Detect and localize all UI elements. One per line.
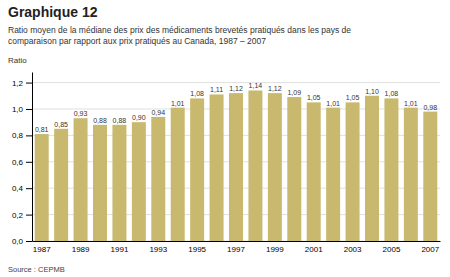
- bar: [404, 108, 418, 241]
- data-label: 0,90: [132, 114, 146, 121]
- y-tick-mark: [26, 135, 32, 136]
- y-axis: 0,0 0,2 0,4 0,6 0,8 1,0 1,2: [12, 73, 33, 247]
- y-tick: 1,2: [12, 79, 32, 88]
- data-labels: 0,81 0,85 0,93 0,88 0,88 0,90 0,94 1,01 1,08 1,11…: [35, 82, 437, 133]
- x-tick: 1997: [227, 245, 245, 254]
- grid-line: [32, 82, 440, 83]
- bar: [112, 125, 126, 241]
- x-tick: 1991: [111, 245, 129, 254]
- bar: [93, 125, 107, 241]
- y-tick: 0,0: [12, 237, 32, 246]
- bar: [384, 98, 398, 241]
- data-label: 1,12: [229, 85, 243, 92]
- x-tick-label: 1991: [111, 245, 129, 254]
- bar: [190, 98, 204, 241]
- bar: [35, 134, 49, 241]
- data-label: 1,12: [268, 85, 282, 92]
- data-label: 1,08: [385, 90, 399, 97]
- y-tick-label: 0,8: [12, 131, 24, 140]
- bar: [326, 108, 340, 241]
- bar: [423, 112, 437, 241]
- source: Source : CEPMB: [8, 265, 65, 274]
- data-label: 0,94: [151, 109, 165, 116]
- data-label: 1,05: [307, 94, 321, 101]
- data-label: 0,88: [93, 117, 107, 124]
- y-axis-title: Ratio: [8, 56, 27, 65]
- x-tick-label: 1997: [227, 245, 245, 254]
- bar: [268, 93, 282, 241]
- y-axis-line: [32, 73, 33, 242]
- bar: [229, 93, 243, 241]
- bars: [35, 90, 438, 241]
- y-tick-label: 0,0: [12, 237, 24, 246]
- x-tick: 1987: [33, 245, 51, 254]
- y-tick-label: 1,0: [12, 105, 24, 114]
- data-label: 1,08: [190, 90, 204, 97]
- bar: [54, 129, 68, 241]
- grid: [32, 83, 440, 241]
- data-label: 1,14: [249, 82, 263, 89]
- bar: [287, 97, 301, 241]
- bar: [171, 108, 185, 241]
- x-tick: 1993: [149, 245, 167, 254]
- x-tick-label: 1999: [266, 245, 284, 254]
- data-label: 1,01: [326, 100, 340, 107]
- y-tick-mark: [26, 83, 32, 84]
- x-tick-label: 1989: [72, 245, 90, 254]
- x-tick-label: 1995: [188, 245, 206, 254]
- plot: 0,81 0,85 0,93 0,88 0,88 0,90 0,94 1,01 1,08 1,11…: [12, 73, 441, 254]
- y-tick-mark: [26, 215, 32, 216]
- data-label: 1,01: [404, 100, 418, 107]
- x-tick: 1989: [72, 245, 90, 254]
- x-tick-label: 2007: [421, 245, 439, 254]
- x-tick: 1995: [188, 245, 206, 254]
- x-tick: 2001: [305, 245, 323, 254]
- y-tick-mark: [26, 162, 32, 163]
- y-tick-label: 1,2: [12, 79, 24, 88]
- y-tick-mark: [26, 109, 32, 110]
- x-tick-label: 2005: [383, 245, 401, 254]
- bar: [365, 96, 379, 241]
- subtitle: Ratio moyen de la médiane des prix des m…: [8, 25, 351, 46]
- data-label: 0,81: [35, 126, 49, 133]
- x-tick: 1999: [266, 245, 284, 254]
- data-label: 1,05: [346, 94, 360, 101]
- x-tick: 2005: [383, 245, 401, 254]
- x-tick-label: 2001: [305, 245, 323, 254]
- data-label: 0,88: [113, 117, 127, 124]
- bar: [132, 122, 146, 241]
- data-label: 1,09: [287, 89, 301, 96]
- x-axis: 1987 1989 1991 1993 1995 1997 1999 2001 2003 2005…: [33, 242, 441, 254]
- x-tick: 2007: [421, 245, 439, 254]
- data-label: 1,11: [210, 86, 223, 93]
- bar: [248, 90, 262, 241]
- x-axis-line: [33, 241, 441, 242]
- data-label: 0,85: [54, 121, 68, 128]
- title: Graphique 12: [8, 4, 98, 20]
- y-tick: 0,8: [12, 131, 32, 140]
- y-tick-mark: [26, 188, 32, 189]
- x-tick-label: 2003: [344, 245, 362, 254]
- y-tick-label: 0,6: [12, 158, 24, 167]
- bar: [210, 94, 224, 241]
- x-tick-label: 1993: [149, 245, 167, 254]
- bar: [307, 102, 321, 241]
- data-label: 0,98: [423, 104, 437, 111]
- data-label: 1,10: [365, 88, 379, 95]
- data-label: 0,93: [74, 110, 88, 117]
- y-tick-label: 0,2: [12, 211, 24, 220]
- data-label: 1,01: [171, 100, 185, 107]
- y-tick: 0,2: [12, 211, 32, 220]
- y-tick-mark: [26, 241, 32, 242]
- chart: Graphique 12 Ratio moyen de la médiane de…: [0, 0, 450, 277]
- y-tick: 0,6: [12, 158, 32, 167]
- bar: [346, 102, 360, 241]
- x-tick-label: 1987: [33, 245, 51, 254]
- bar: [151, 117, 165, 241]
- y-tick-label: 0,4: [12, 184, 24, 193]
- y-tick: 0,4: [12, 184, 32, 193]
- x-tick: 2003: [344, 245, 362, 254]
- bar: [74, 118, 88, 241]
- y-tick: 1,0: [12, 105, 32, 114]
